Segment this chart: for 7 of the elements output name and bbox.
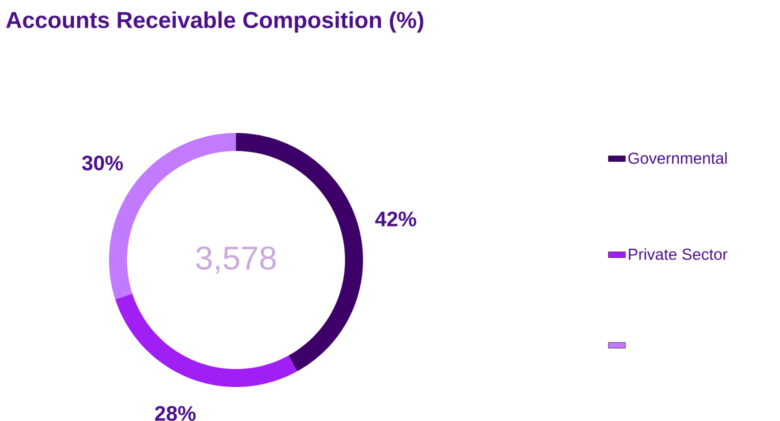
legend-label: Private Sector [628,248,728,260]
data-label: 30% [82,156,123,170]
chart-title: Accounts Receivable Composition (%) [6,11,424,33]
text: 3,578 [196,246,276,274]
data-label: 28% [155,406,196,421]
legend-label: Governmental [628,152,727,164]
data-label: 42% [375,212,416,226]
